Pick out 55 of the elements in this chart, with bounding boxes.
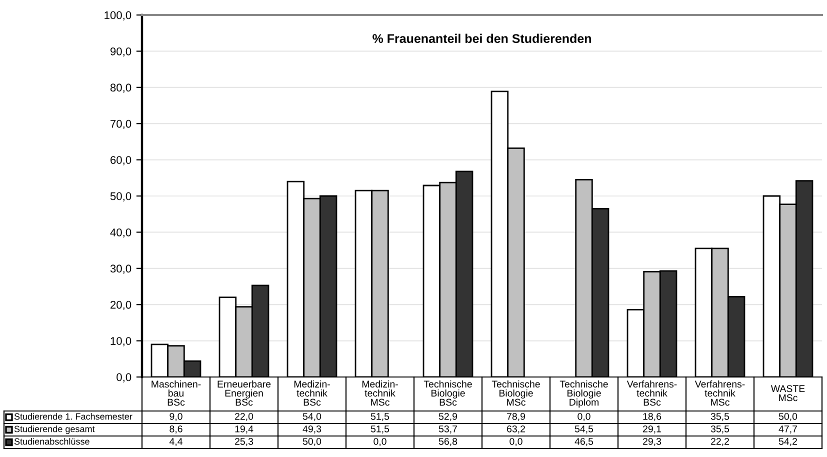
data-label: 47,7 <box>778 426 797 434</box>
data-label: 63,2 <box>507 425 525 434</box>
y-tick-label: 60,0 <box>110 156 132 166</box>
text: % Frauenanteil bei den Studierenden <box>372 34 591 43</box>
x-tick-label: Technische Biologie MSc <box>492 380 540 406</box>
data-label: 0,0 <box>510 438 522 446</box>
y-tick-label: 40,0 <box>110 228 132 238</box>
data-label: 51,5 <box>370 426 390 434</box>
x-tick-label: Technische Biologie BSc <box>424 380 472 406</box>
data-label: 35,5 <box>710 412 730 422</box>
x-tick-label: Verfahrens- technik MSc <box>694 380 745 406</box>
data-label: 4,4 <box>169 438 182 446</box>
y-tick-label: 50,0 <box>110 192 132 202</box>
data-label: 51,5 <box>370 413 390 422</box>
data-label: 0,0 <box>374 438 386 446</box>
y-tick-label: 20,0 <box>110 300 132 310</box>
x-tick-label: Verfahrens- technik BSc <box>626 380 677 406</box>
data-label: 49,3 <box>302 425 322 434</box>
data-label: 54,0 <box>302 412 322 422</box>
data-label: 56,8 <box>438 438 458 446</box>
data-label: 53,7 <box>438 425 457 434</box>
y-tick-label: 30,0 <box>110 264 132 274</box>
data-label: 78,9 <box>507 412 525 422</box>
data-label: 54,5 <box>574 426 594 434</box>
x-tick-label: WASTE MSc <box>770 385 805 402</box>
y-tick-label: 80,0 <box>110 84 132 93</box>
data-label: 29,3 <box>643 438 662 446</box>
y-tick-label: 10,0 <box>110 337 132 346</box>
x-tick-label: Medizin- technik BSc <box>294 380 330 406</box>
data-label: 18,6 <box>643 412 662 422</box>
legend-label: Studienabschlüsse <box>14 438 90 445</box>
data-label: 0,0 <box>578 412 590 422</box>
y-tick-label: 0,0 <box>116 373 132 382</box>
data-label: 29,1 <box>643 425 661 434</box>
data-label: 50,0 <box>302 438 322 446</box>
legend-label: Studierende gesamt <box>14 426 95 434</box>
x-tick-label: Erneuerbare Energien BSc <box>218 380 271 406</box>
data-label: 46,5 <box>574 438 594 446</box>
data-label: 9,0 <box>170 412 182 422</box>
data-label: 22,0 <box>235 412 254 422</box>
data-label: 35,5 <box>710 425 730 434</box>
data-label: 22,2 <box>711 438 729 446</box>
data-label: 54,2 <box>778 438 797 446</box>
x-tick-label: Technische Biologie Diplom <box>560 380 608 408</box>
data-label: 50,0 <box>778 412 798 422</box>
data-label: 19,4 <box>235 425 254 434</box>
data-label: 8,6 <box>170 425 182 434</box>
x-tick-label: Medizin- technik MSc <box>362 380 398 406</box>
data-label: 52,9 <box>438 412 457 422</box>
legend-label: Studierende 1. Fachsemester <box>14 413 132 420</box>
y-tick-label: 70,0 <box>110 120 132 130</box>
y-tick-label: 90,0 <box>110 47 132 57</box>
x-tick-label: Maschinen- bau BSc <box>152 380 201 406</box>
y-tick-label: 100,0 <box>104 11 132 20</box>
data-label: 25,3 <box>235 438 254 446</box>
